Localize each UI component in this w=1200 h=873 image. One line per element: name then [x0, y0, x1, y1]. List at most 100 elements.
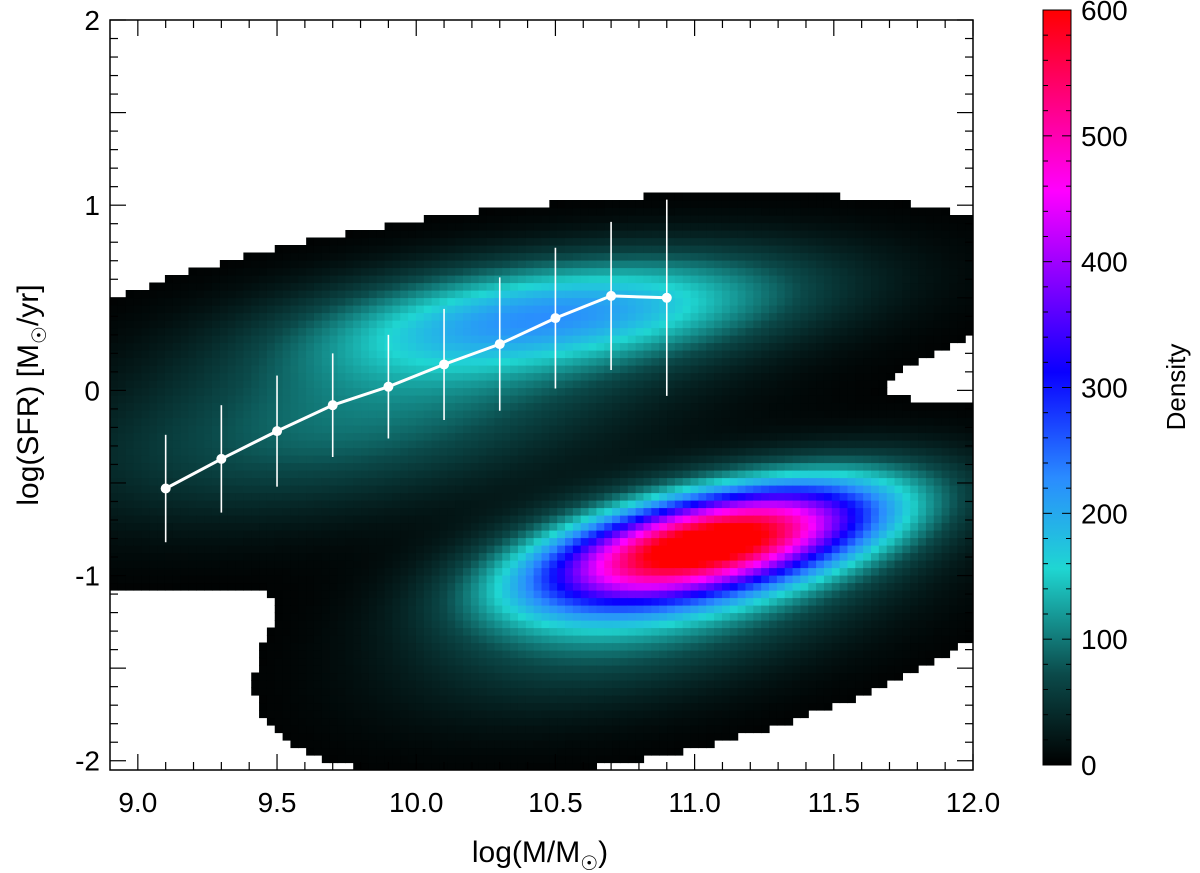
density-cell: [321, 522, 331, 531]
density-cell: [659, 672, 668, 681]
density-cell: [274, 552, 284, 561]
density-cell: [502, 575, 511, 584]
density-cell: [361, 297, 370, 306]
density-cell: [400, 575, 409, 584]
density-cell: [486, 515, 496, 524]
density-cell: [211, 552, 221, 561]
density-cell: [157, 575, 166, 584]
density-cell: [494, 642, 503, 651]
density-cell: [321, 455, 331, 464]
density-cell: [423, 627, 433, 636]
density-cell: [376, 620, 386, 629]
density-cell: [376, 642, 386, 651]
density-cell: [431, 560, 441, 569]
density-cell: [431, 350, 441, 359]
density-cell: [604, 350, 613, 359]
density-cell: [266, 702, 276, 711]
density-cell: [400, 627, 409, 636]
density-cell: [164, 320, 174, 329]
density-cell: [588, 320, 598, 329]
density-cell: [525, 732, 535, 741]
density-cell: [557, 320, 566, 329]
density-cell: [447, 665, 456, 674]
density-cell: [533, 410, 543, 419]
density-cell: [329, 305, 339, 314]
density-cell: [415, 717, 425, 726]
density-cell: [517, 552, 527, 561]
density-cell: [290, 575, 299, 584]
density-cell: [196, 582, 205, 591]
density-cell: [510, 342, 519, 351]
density-cell: [125, 507, 135, 516]
density-cell: [329, 492, 339, 501]
density-cell: [172, 545, 182, 554]
density-cell: [439, 455, 448, 464]
density-cell: [266, 470, 276, 479]
density-cell: [368, 560, 378, 569]
density-cell: [431, 665, 441, 674]
density-cell: [674, 365, 684, 374]
density-cell: [392, 455, 401, 464]
density-cell: [596, 620, 605, 629]
density-cell: [345, 672, 354, 681]
density-cell: [502, 515, 511, 524]
density-cell: [368, 320, 378, 329]
density-cell: [580, 222, 590, 231]
density-cell: [502, 395, 511, 404]
density-cell: [674, 747, 684, 756]
density-cell: [494, 552, 503, 561]
density-cell: [588, 762, 598, 770]
density-cell: [298, 665, 307, 674]
density-cell: [706, 657, 715, 666]
density-cell: [313, 320, 323, 329]
density-cell: [557, 357, 566, 366]
density-cell: [235, 545, 244, 554]
density-cell: [274, 612, 284, 621]
density-cell: [470, 627, 480, 636]
density-cell: [690, 267, 700, 276]
density-cell: [463, 740, 472, 749]
density-cell: [690, 507, 700, 516]
density-cell: [619, 342, 629, 351]
density-cell: [290, 680, 299, 689]
density-cell: [486, 237, 496, 246]
density-cell: [219, 432, 229, 441]
density-cell: [455, 575, 464, 584]
density-cell: [361, 642, 370, 651]
density-cell: [533, 597, 543, 606]
density-cell: [141, 567, 150, 576]
density-cell: [706, 567, 715, 576]
density-cell: [604, 755, 613, 764]
density-cell: [533, 372, 543, 381]
density-cell: [141, 335, 150, 344]
density-cell: [259, 260, 268, 269]
density-cell: [290, 717, 299, 726]
density-cell: [565, 620, 574, 629]
density-cell: [690, 627, 700, 636]
density-cell: [125, 350, 135, 359]
density-cell: [502, 627, 511, 636]
density-cell: [368, 230, 378, 239]
density-cell: [392, 747, 401, 756]
density-cell: [643, 312, 652, 321]
density-cell: [376, 657, 386, 666]
density-cell: [447, 372, 456, 381]
density-cell: [612, 755, 621, 764]
density-cell: [682, 455, 692, 464]
density-cell: [196, 432, 205, 441]
density-cell: [423, 320, 433, 329]
density-cell: [541, 282, 550, 291]
density-cell: [455, 687, 464, 696]
density-cell: [486, 275, 496, 284]
density-cell: [588, 417, 598, 426]
density-cell: [525, 297, 535, 306]
density-cell: [345, 237, 354, 246]
density-cell: [266, 665, 276, 674]
density-cell: [282, 485, 292, 494]
density-cell: [219, 492, 229, 501]
density-cell: [259, 567, 268, 576]
density-cell: [643, 612, 652, 621]
density-cell: [470, 372, 480, 381]
density-cell: [361, 410, 370, 419]
density-cell: [408, 597, 417, 606]
